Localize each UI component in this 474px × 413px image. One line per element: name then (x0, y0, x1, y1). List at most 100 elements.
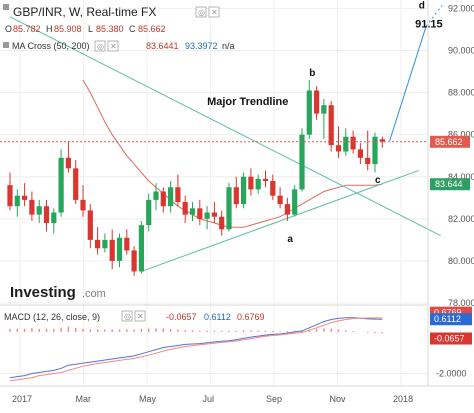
ma-collapse-icon[interactable] (3, 42, 9, 48)
title-settings-icon[interactable]: ◎ (195, 6, 207, 18)
annotation-label: d (419, 0, 425, 11)
svg-text:◎: ◎ (124, 312, 131, 321)
candle-body (292, 189, 298, 215)
x-tick-label: Jul (203, 394, 215, 404)
annotation-label: Major Trendline (207, 96, 288, 108)
trendlines (9, 16, 441, 272)
collapse-icon[interactable] (3, 4, 9, 10)
macd-histogram (9, 326, 383, 334)
ohlc-c-label: C (129, 24, 136, 34)
ma-cross-label: MA Cross (50, 200) (12, 41, 90, 51)
candle-body (306, 90, 312, 135)
candle-body (109, 239, 115, 261)
x-tick-label: 2018 (393, 394, 413, 404)
candle-body (233, 187, 239, 205)
ma-close-icon[interactable]: ✕ (107, 40, 119, 52)
time-axis: 2017 Mar May Jul Sep Nov 2018 (12, 394, 413, 404)
annotation-label: a (287, 234, 293, 245)
price-axis: 92.000 90.000 88.000 86.000 84.000 82.000 80.0… (448, 3, 474, 308)
macd-settings-icon[interactable]: ◎ (121, 310, 133, 322)
ma-value-badge-bg (430, 178, 470, 191)
candle-body (36, 206, 42, 215)
annotation-label: c (375, 175, 381, 186)
chart-title: GBP/INR, W, Real-time FX (13, 5, 156, 19)
candle-body (277, 195, 283, 205)
candle-body (372, 136, 378, 165)
candle-body (357, 149, 363, 158)
candle-body (87, 210, 93, 240)
investing-logo: Investing .com (10, 284, 106, 301)
candle-body (116, 237, 123, 261)
candle-body (168, 187, 174, 207)
candle-body (14, 195, 20, 207)
candle-body (321, 105, 327, 114)
candle-body (284, 204, 290, 215)
macd-badge-bg (430, 313, 472, 326)
candle-body (328, 105, 334, 146)
ohlc-l-value: 85.380 (96, 24, 124, 34)
title-close-icon[interactable]: ✕ (208, 6, 220, 18)
macd-close-icon[interactable]: ✕ (134, 310, 146, 322)
candle-body (146, 199, 152, 226)
annotation-label: 91.15 (415, 18, 443, 30)
ma-cross-line (82, 79, 383, 228)
ohlc-o-value: 85.782 (13, 24, 41, 34)
candle-body (124, 237, 130, 251)
price-badges: 85.662 83.644 (430, 135, 470, 191)
svg-text:✕: ✕ (110, 42, 117, 51)
candle-body (131, 250, 137, 272)
y-tick-label: 80.000 (448, 256, 474, 266)
ohlc-h-label: H (46, 24, 53, 34)
candle-body (29, 199, 35, 215)
candle-body (102, 239, 108, 249)
price-grid (0, 0, 428, 386)
logo-brand: Investing (10, 284, 76, 301)
x-tick-label: Mar (76, 394, 92, 404)
candle-body (43, 206, 50, 224)
candle-body (314, 90, 320, 114)
candle-body (226, 187, 232, 230)
y-tick-label: 88.000 (448, 88, 474, 98)
svg-text:✕: ✕ (137, 312, 144, 321)
y-tick-label: 78.000 (448, 298, 474, 308)
candle-body (255, 178, 261, 190)
annotation-label: b (309, 68, 315, 79)
macd-tick-label: -2.0000 (436, 369, 467, 379)
candle-body (22, 195, 28, 200)
candle-body (58, 157, 64, 213)
candle-body (211, 212, 217, 217)
macd-label: MACD (12, 26, close, 9) (4, 312, 100, 322)
trendline (141, 169, 419, 272)
candle-body (153, 191, 159, 200)
candle-body (95, 239, 101, 249)
header-legend: GBP/INR, W, Real-time FX ◎ ✕ O 85.782 H … (3, 4, 265, 322)
macd-badge-text: 0.6112 (434, 314, 461, 324)
candle-body (182, 202, 188, 215)
candle-body (219, 216, 225, 230)
ma-settings-icon[interactable]: ◎ (94, 40, 106, 52)
y-tick-label: 82.000 (448, 214, 474, 224)
svg-text:◎: ◎ (198, 8, 205, 17)
ohlc-l-label: L (88, 24, 93, 34)
ma-value-1: 83.6441 (146, 41, 179, 51)
candle-body (335, 145, 342, 152)
macd-line (9, 317, 383, 379)
candle-body (350, 136, 356, 150)
candle-body (270, 180, 276, 196)
svg-text:◎: ◎ (97, 42, 104, 51)
candle-body (80, 199, 86, 211)
candle-body (343, 136, 349, 152)
candle-body (204, 212, 210, 219)
ohlc-o-label: O (5, 24, 12, 34)
ma-value-3: n/a (222, 41, 235, 51)
candle-body (379, 139, 385, 142)
histogram-badge-bg (430, 332, 472, 345)
candle-body (73, 168, 79, 200)
candle-body (65, 157, 71, 169)
candle-body (262, 178, 269, 181)
projection-line (389, 26, 427, 142)
macd-value-2: 0.6112 (204, 312, 231, 322)
trendline (9, 16, 441, 237)
candle-body (51, 212, 57, 224)
